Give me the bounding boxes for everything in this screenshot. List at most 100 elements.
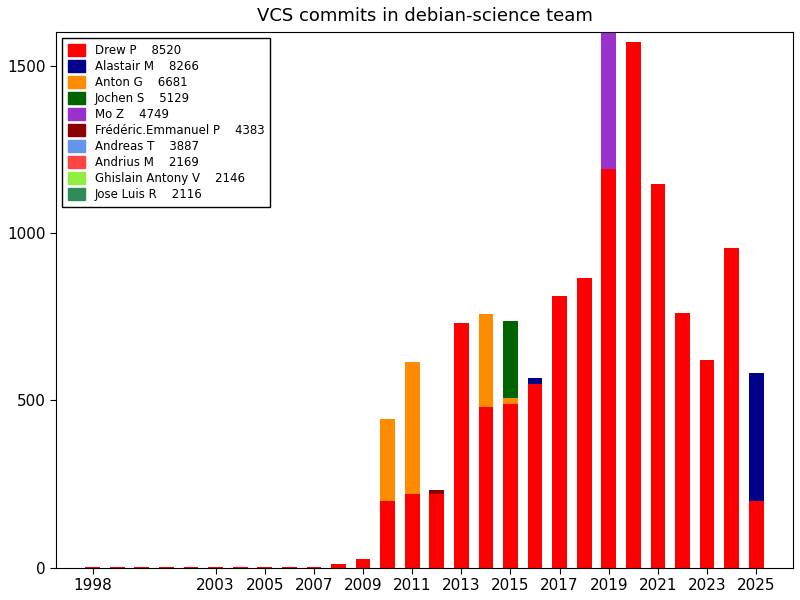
Bar xyxy=(650,284,666,568)
Bar xyxy=(405,494,419,568)
Bar xyxy=(700,483,714,568)
Bar xyxy=(602,30,616,568)
Bar xyxy=(577,370,591,568)
Bar xyxy=(380,563,395,568)
Bar xyxy=(528,536,542,568)
Bar xyxy=(134,567,150,568)
Bar xyxy=(626,257,641,568)
Bar xyxy=(552,368,567,568)
Bar xyxy=(650,542,666,568)
Bar xyxy=(749,500,763,568)
Bar xyxy=(478,407,494,568)
Bar xyxy=(749,551,763,568)
Bar xyxy=(749,497,763,568)
Bar xyxy=(724,515,739,568)
Bar xyxy=(675,508,690,568)
Bar xyxy=(577,508,591,568)
Bar xyxy=(700,532,714,568)
Bar xyxy=(749,517,763,568)
Bar xyxy=(650,401,666,568)
Bar xyxy=(602,473,616,568)
Bar xyxy=(233,567,247,568)
Bar xyxy=(650,184,666,568)
Bar xyxy=(650,498,666,568)
Bar xyxy=(724,522,739,568)
Bar xyxy=(749,557,763,568)
Bar xyxy=(528,383,542,568)
Bar xyxy=(577,391,591,568)
Bar xyxy=(650,415,666,568)
Bar xyxy=(650,513,666,568)
Bar xyxy=(602,364,616,568)
Bar xyxy=(700,513,714,568)
Bar xyxy=(700,398,714,568)
Bar xyxy=(602,485,616,568)
Bar xyxy=(675,517,690,568)
Bar xyxy=(626,475,641,568)
Bar xyxy=(478,482,494,568)
Bar xyxy=(626,271,641,568)
Bar xyxy=(430,560,444,568)
Bar xyxy=(749,561,763,568)
Bar xyxy=(552,316,567,568)
Bar xyxy=(724,424,739,568)
Bar xyxy=(552,499,567,568)
Bar xyxy=(331,564,346,568)
Bar xyxy=(552,526,567,568)
Bar xyxy=(405,561,419,568)
Bar xyxy=(577,523,591,568)
Bar xyxy=(356,562,370,568)
Bar xyxy=(700,523,714,568)
Bar xyxy=(503,511,518,568)
Bar xyxy=(650,470,666,568)
Bar xyxy=(405,494,419,568)
Bar xyxy=(700,520,714,568)
Bar xyxy=(552,530,567,568)
Bar xyxy=(724,518,739,568)
Bar xyxy=(380,502,395,568)
Bar xyxy=(724,368,739,568)
Bar xyxy=(528,378,542,568)
Bar xyxy=(577,488,591,568)
Bar xyxy=(528,502,542,568)
Bar xyxy=(675,525,690,568)
Bar xyxy=(552,445,567,568)
Legend: Drew P    8520, Alastair M    8266, Anton G    6681, Jochen S    5129, Mo Z    4: Drew P 8520, Alastair M 8266, Anton G 66… xyxy=(62,38,270,206)
Bar xyxy=(602,458,616,568)
Bar xyxy=(700,360,714,568)
Bar xyxy=(454,482,469,568)
Bar xyxy=(724,513,739,568)
Bar xyxy=(306,567,322,568)
Bar xyxy=(503,517,518,568)
Title: VCS commits in debian-science team: VCS commits in debian-science team xyxy=(257,7,592,25)
Bar xyxy=(577,314,591,568)
Bar xyxy=(626,451,641,568)
Bar xyxy=(626,448,641,568)
Bar xyxy=(478,513,494,568)
Bar xyxy=(380,500,395,568)
Bar xyxy=(430,490,444,568)
Bar xyxy=(724,551,739,568)
Bar xyxy=(626,526,641,568)
Bar xyxy=(503,398,518,568)
Bar xyxy=(700,436,714,568)
Bar xyxy=(503,474,518,568)
Bar xyxy=(577,483,591,568)
Bar xyxy=(528,510,542,568)
Bar xyxy=(503,321,518,568)
Bar xyxy=(454,506,469,568)
Bar xyxy=(675,486,690,568)
Bar xyxy=(528,517,542,568)
Bar xyxy=(700,445,714,568)
Bar xyxy=(86,567,100,568)
Bar xyxy=(650,425,666,568)
Bar xyxy=(380,419,395,568)
Bar xyxy=(602,404,616,568)
Bar xyxy=(749,561,763,568)
Bar xyxy=(602,517,616,568)
Bar xyxy=(749,556,763,568)
Bar xyxy=(749,373,763,568)
Bar xyxy=(700,418,714,568)
Bar xyxy=(675,517,690,568)
Bar xyxy=(602,169,616,568)
